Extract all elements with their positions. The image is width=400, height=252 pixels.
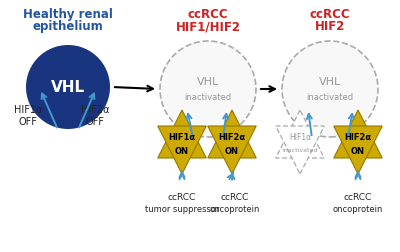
- Text: ccRCC: ccRCC: [168, 192, 196, 201]
- Polygon shape: [208, 127, 256, 174]
- Text: inactivated: inactivated: [184, 92, 232, 101]
- Polygon shape: [334, 127, 382, 174]
- Text: inactivated: inactivated: [306, 92, 354, 101]
- Text: HIF1α: HIF1α: [289, 133, 311, 142]
- Text: Healthy renal: Healthy renal: [23, 8, 113, 21]
- Text: HIF2α: HIF2α: [81, 105, 109, 115]
- Text: OFF: OFF: [18, 116, 38, 127]
- Text: ccRCC: ccRCC: [344, 192, 372, 201]
- Text: oncoprotein: oncoprotein: [333, 204, 383, 213]
- Text: ccRCC: ccRCC: [310, 8, 350, 21]
- Polygon shape: [276, 111, 324, 158]
- Text: ON: ON: [351, 146, 365, 155]
- Polygon shape: [158, 127, 206, 174]
- Text: VHL: VHL: [319, 77, 341, 87]
- Text: ccRCC: ccRCC: [221, 192, 249, 201]
- Text: ccRCC: ccRCC: [188, 8, 228, 21]
- Circle shape: [26, 46, 110, 130]
- Text: HIF2α: HIF2α: [218, 132, 246, 141]
- Text: tumor suppressor: tumor suppressor: [145, 204, 219, 213]
- Text: HIF1/HIF2: HIF1/HIF2: [176, 20, 240, 33]
- Text: HIF1α: HIF1α: [168, 132, 196, 141]
- Polygon shape: [208, 111, 256, 158]
- Polygon shape: [334, 111, 382, 158]
- Text: HIF2α: HIF2α: [344, 132, 372, 141]
- Polygon shape: [276, 127, 324, 174]
- Text: HIF1α: HIF1α: [14, 105, 42, 115]
- Text: oncoprotein: oncoprotein: [210, 204, 260, 213]
- Circle shape: [160, 42, 256, 137]
- Text: epithelium: epithelium: [33, 20, 103, 33]
- Text: ON: ON: [225, 146, 239, 155]
- Text: inactivated: inactivated: [282, 147, 318, 152]
- Text: HIF2: HIF2: [315, 20, 345, 33]
- Text: ON: ON: [175, 146, 189, 155]
- Text: VHL: VHL: [51, 80, 85, 95]
- Circle shape: [282, 42, 378, 137]
- Polygon shape: [158, 111, 206, 158]
- Text: OFF: OFF: [86, 116, 104, 127]
- Text: VHL: VHL: [197, 77, 219, 87]
